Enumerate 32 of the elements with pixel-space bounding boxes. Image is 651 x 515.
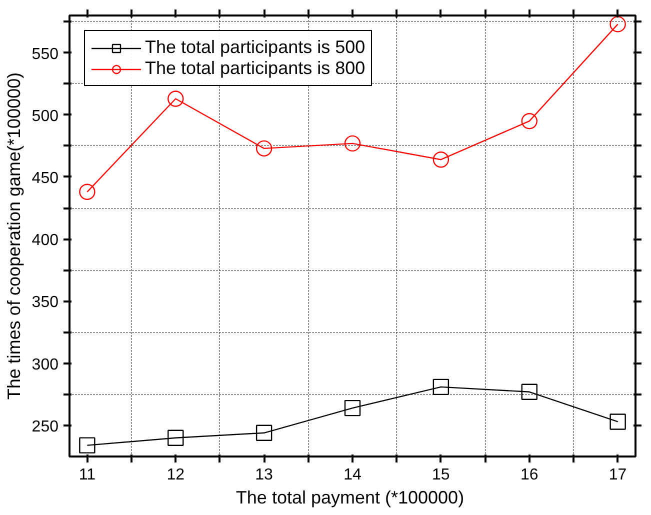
point <box>610 16 626 32</box>
x-tick-label: 16 <box>520 466 538 484</box>
y-tick-label: 500 <box>32 108 59 125</box>
legend-label: The total participants is 500 <box>145 37 366 58</box>
point <box>344 135 361 152</box>
y-tick-label: 250 <box>32 418 59 436</box>
x-tick-label: 12 <box>166 466 185 484</box>
x-tick-label: 17 <box>608 466 627 484</box>
legend-label: The total participants is 800 <box>145 58 366 79</box>
point <box>432 152 450 168</box>
point <box>256 140 272 157</box>
point <box>168 430 184 446</box>
point <box>432 378 450 396</box>
x-axis-title: The total payment (*100000) <box>236 488 464 508</box>
point <box>521 384 538 400</box>
y-tick-label: 400 <box>32 232 59 250</box>
x-tick-label: 11 <box>78 466 96 484</box>
point <box>610 414 626 430</box>
point <box>79 184 96 200</box>
x-tick-label: 15 <box>432 466 450 484</box>
y-tick-label: 550 <box>32 46 59 63</box>
y-tick-label: 350 <box>32 294 59 312</box>
point <box>521 113 538 130</box>
point <box>168 90 184 107</box>
x-tick-label: 14 <box>344 466 362 484</box>
y-tick-label: 300 <box>32 356 59 374</box>
x-tick-label: 13 <box>255 466 274 484</box>
point <box>344 400 361 416</box>
point <box>79 437 96 454</box>
y-tick-label: 450 <box>32 170 59 187</box>
y-axis-title: The times of cooperation game(*100000) <box>4 72 24 400</box>
point <box>256 424 272 441</box>
